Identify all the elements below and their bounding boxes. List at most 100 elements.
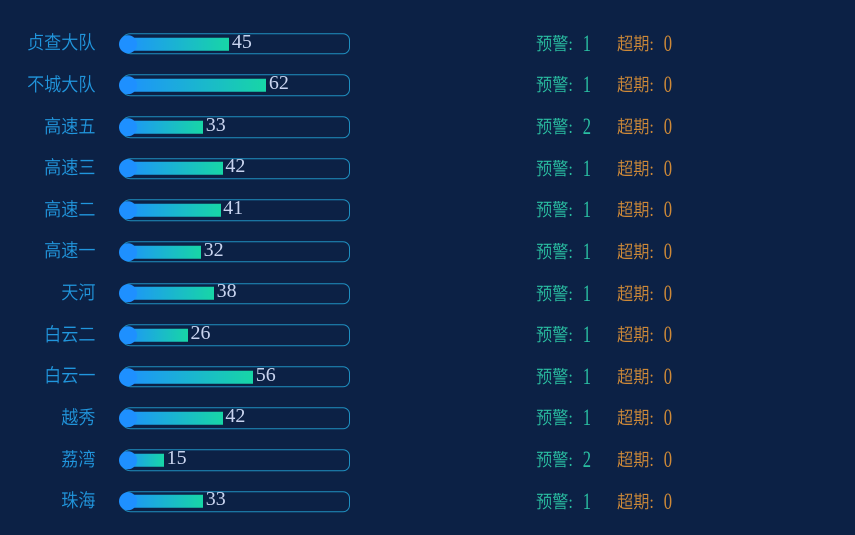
bar-fill [121, 78, 267, 92]
overdue-stat-value: 0 [663, 197, 672, 223]
warning-stat-label: 预警 [536, 325, 569, 346]
overdue-stat-value: 0 [663, 72, 672, 98]
overdue-stat-label: 超期 [617, 33, 650, 54]
warning-stat: 预警: 1 [536, 481, 591, 523]
bar-track[interactable]: 15 [119, 446, 350, 471]
category-label: 贞查大队 [27, 28, 96, 56]
overdue-stat-separator: : [649, 366, 654, 387]
warning-stat-separator: : [568, 241, 573, 262]
overdue-stat: 超期: 0 [617, 314, 672, 356]
warning-stat-value: 1 [582, 405, 591, 431]
overdue-stat-label: 超期 [617, 117, 650, 138]
overdue-stat: 超期: 0 [617, 397, 672, 439]
warning-stat-label: 预警 [536, 450, 569, 470]
warning-stat-value: 1 [582, 30, 591, 56]
warning-stat-separator: : [568, 450, 573, 470]
warning-stat-value: 1 [582, 322, 591, 348]
warning-stat-separator: : [568, 158, 573, 179]
category-label: 越秀 [61, 402, 96, 430]
warning-stat: 预警: 1 [536, 231, 591, 273]
warning-stat: 预警: 1 [536, 64, 591, 106]
bar-track[interactable]: 38 [119, 280, 350, 305]
overdue-stat-separator: : [649, 283, 654, 304]
bar-track[interactable]: 42 [119, 405, 350, 430]
bar-fill [121, 411, 223, 425]
overdue-stat: 超期: 0 [617, 189, 672, 231]
overdue-stat-label: 超期 [617, 325, 650, 346]
bar-fill [121, 495, 204, 509]
warning-stat-value: 1 [582, 197, 591, 223]
warning-stat: 预警: 1 [536, 397, 591, 439]
overdue-stat-separator: : [649, 117, 654, 138]
warning-stat-separator: : [568, 117, 573, 138]
warning-stat: 预警: 2 [536, 439, 591, 481]
bar-row: 荔湾 15 预警: 2 超期: 0 [0, 439, 855, 481]
bar-start-dot [119, 159, 137, 178]
category-label: 白云二 [44, 319, 96, 347]
warning-stat-separator: : [568, 200, 573, 221]
bar-track[interactable]: 26 [119, 321, 350, 346]
category-label: 珠海 [61, 486, 96, 514]
overdue-stat-label: 超期 [617, 366, 650, 387]
bar-track[interactable]: 42 [119, 155, 350, 180]
bar-value-label: 38 [216, 280, 237, 303]
bar-row: 高速三 42 预警: 1 超期: 0 [0, 148, 855, 190]
warning-stat-label: 预警 [536, 117, 569, 138]
bar-start-dot [119, 451, 137, 469]
bar-track[interactable]: 33 [119, 114, 350, 138]
bar-row: 高速二 41 预警: 1 超期: 0 [0, 189, 855, 231]
overdue-stat-value: 0 [663, 114, 672, 140]
bar-row: 越秀 42 预警: 1 超期: 0 [0, 397, 855, 439]
warning-stat-separator: : [568, 366, 573, 387]
overdue-stat-separator: : [649, 325, 654, 346]
bar-fill [121, 37, 230, 51]
bar-start-dot [119, 34, 137, 53]
warning-stat: 预警: 2 [536, 106, 591, 148]
overdue-stat: 超期: 0 [617, 273, 672, 315]
category-label: 荔湾 [61, 444, 96, 472]
bar-row: 白云一 56 预警: 1 超期: 0 [0, 356, 855, 398]
category-label: 高速一 [44, 236, 96, 264]
overdue-stat-separator: : [649, 408, 654, 429]
bar-track[interactable]: 33 [119, 488, 350, 513]
bar-value-label: 56 [255, 363, 276, 386]
overdue-stat-value: 0 [663, 322, 672, 348]
warning-stat-label: 预警 [536, 491, 569, 512]
bar-value-label: 26 [190, 321, 211, 344]
bar-fill [121, 328, 189, 342]
overdue-stat-value: 0 [663, 30, 672, 56]
bar-fill [121, 203, 221, 217]
overdue-stat: 超期: 0 [617, 231, 672, 273]
overdue-stat-value: 0 [663, 447, 672, 472]
category-label: 天河 [61, 278, 96, 306]
bar-track[interactable]: 45 [119, 30, 350, 55]
overdue-stat-label: 超期 [617, 450, 650, 470]
warning-stat: 预警: 1 [536, 273, 591, 315]
bar-fill [121, 120, 204, 134]
bar-value-label: 45 [231, 30, 252, 53]
warning-stat-separator: : [568, 408, 573, 429]
warning-stat-value: 2 [582, 447, 591, 472]
overdue-stat: 超期: 0 [617, 106, 672, 148]
warning-stat-label: 预警 [536, 241, 569, 262]
bar-value-label: 42 [225, 155, 246, 178]
warning-stat: 预警: 1 [536, 314, 591, 356]
bar-start-dot [119, 284, 137, 303]
category-label: 高速二 [44, 194, 96, 222]
bar-start-dot [119, 492, 137, 511]
bar-track[interactable]: 32 [119, 238, 350, 263]
overdue-stat-separator: : [649, 33, 654, 54]
category-label: 高速三 [44, 153, 96, 181]
bar-value-label: 62 [268, 71, 289, 94]
warning-stat-separator: : [568, 75, 573, 96]
warning-stat: 预警: 1 [536, 23, 591, 65]
warning-stat-value: 1 [582, 488, 591, 514]
warning-stat-label: 预警 [536, 33, 569, 54]
bar-value-label: 15 [166, 446, 187, 469]
bar-track[interactable]: 56 [119, 363, 350, 388]
bar-value-label: 32 [203, 238, 224, 261]
bar-track[interactable]: 62 [119, 71, 350, 97]
bar-track[interactable]: 41 [119, 197, 350, 222]
warning-stat-value: 2 [582, 114, 591, 140]
